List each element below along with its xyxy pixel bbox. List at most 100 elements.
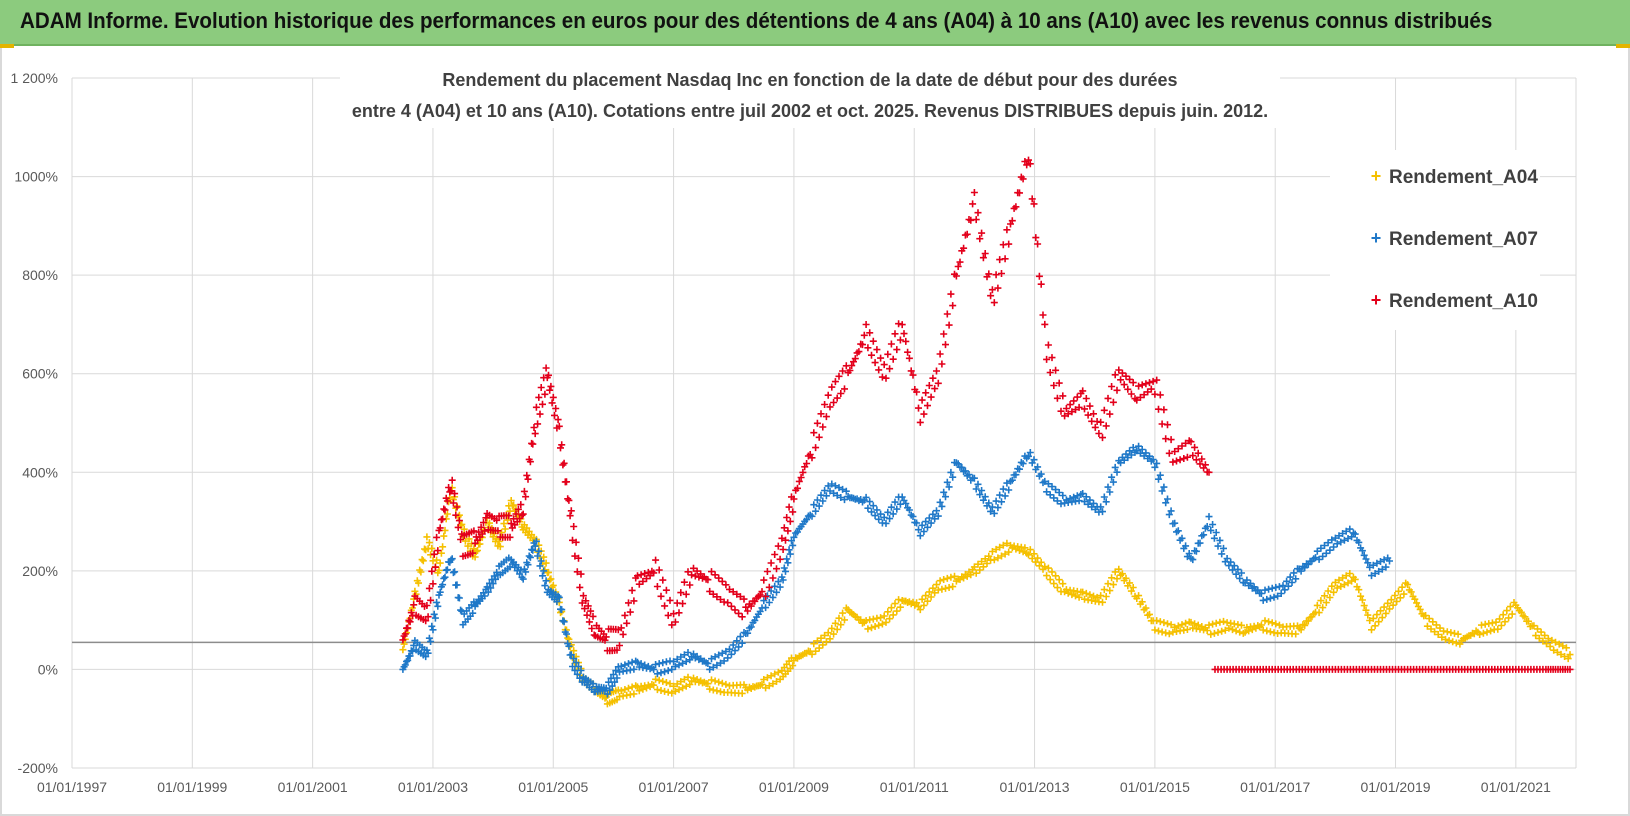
rendement-a04-point [546, 576, 554, 584]
rendement-a07-point [1111, 463, 1119, 471]
rendement-a07-point [565, 642, 573, 650]
rendement-a10-point [933, 367, 940, 375]
rendement-a04-point [877, 614, 885, 622]
y-tick-label: 600% [22, 366, 58, 382]
rendement-a04-point [495, 538, 503, 545]
rendement-a10-point [530, 424, 538, 431]
rendement-a07-point [525, 552, 533, 560]
rendement-a04-point [830, 630, 838, 638]
rendement-a10-point [519, 510, 527, 518]
rendement-a04-point [708, 676, 715, 684]
rendement-a10-point [448, 476, 456, 484]
rendement-a07-point [671, 663, 679, 671]
rendement-a10-point [875, 366, 883, 374]
rendement-a10-point [405, 616, 413, 624]
legend-label-a10: Rendement_A10 [1389, 291, 1538, 312]
rendement-a04-point [1326, 594, 1334, 601]
rendement-a10-point [616, 642, 623, 649]
rendement-a04-point [1380, 603, 1388, 611]
rendement-a04-point [1025, 551, 1032, 559]
rendement-a07-point [949, 473, 957, 481]
rendement-a10-point [601, 636, 609, 644]
rendement-a04-point [1503, 607, 1511, 615]
rendement-a10-point [711, 571, 719, 579]
rendement-a04-point [1203, 627, 1211, 634]
rendement-a10-point [1162, 435, 1170, 443]
rendement-a10-point [724, 599, 732, 607]
rendement-a07-point [776, 583, 784, 591]
rendement-a10-point [738, 613, 746, 621]
rendement-a07-point [916, 532, 924, 540]
rendement-a10-point [635, 580, 643, 588]
rendement-a10-point [976, 235, 984, 243]
rendement-a07-point [1109, 478, 1117, 486]
rendement-a07-point [961, 467, 969, 475]
rendement-a10-point [1062, 405, 1070, 412]
rendement-a10-point [1003, 226, 1011, 234]
rendement-a07-point [577, 667, 585, 674]
rendement-a10-point [896, 336, 904, 344]
rendement-a10-point [670, 610, 678, 618]
rendement-a04-point [1082, 589, 1090, 597]
rendement-a10-point [824, 391, 832, 399]
x-tick-label: 01/01/2013 [1000, 779, 1070, 795]
rendement-a10-point [1180, 455, 1188, 462]
rendement-a04-point [435, 566, 443, 574]
rendement-a04-point [498, 529, 505, 536]
rendement-a10-point [565, 496, 573, 504]
rendement-a04-point [1396, 594, 1404, 602]
rendement-a10-point [566, 512, 574, 520]
rendement-a10-point [537, 384, 545, 391]
rendement-a07-point [773, 588, 780, 596]
rendement-a04-point [1508, 610, 1516, 618]
rendement-a04-point [1261, 617, 1269, 625]
rendement-a07-point [1378, 565, 1386, 573]
rendement-a10-point [583, 611, 591, 619]
rendement-a07-point [441, 573, 449, 581]
rendement-a10-point [637, 571, 645, 579]
rendement-a07-point [447, 556, 455, 564]
rendement-a07-point [1142, 449, 1150, 457]
rendement-a04-point [1030, 550, 1038, 558]
rendement-a04-point [1108, 574, 1116, 582]
rendement-a04-point [1407, 588, 1415, 596]
rendement-a10-point [585, 618, 593, 626]
rendement-a10-point [774, 542, 782, 550]
rendement-a04-point [864, 625, 872, 633]
rendement-a07-point [927, 519, 935, 527]
rendement-a10-point [571, 552, 579, 560]
rendement-a04-point [822, 638, 830, 646]
rendement-a04-point [1153, 617, 1161, 625]
rendement-a07-point [427, 638, 435, 645]
rendement-a10-point [767, 559, 775, 567]
rendement-a04-point [983, 560, 991, 567]
rendement-a10-point [1138, 381, 1146, 389]
rendement-a10-point [1023, 161, 1031, 169]
rendement-a10-point [877, 354, 885, 362]
rendement-a07-point [529, 546, 537, 554]
rendement-a10-point [898, 321, 906, 329]
rendement-a10-point [771, 551, 779, 558]
rendement-a10-point [579, 592, 587, 600]
rendement-a07-point [469, 609, 477, 617]
rendement-a04-point [1191, 620, 1199, 628]
rendement-a10-point [1086, 402, 1094, 410]
rendement-a04-point [1492, 618, 1500, 626]
rendement-a04-point [1425, 615, 1433, 623]
rendement-a04-point [1241, 628, 1249, 636]
rendement-a04-point [773, 678, 780, 685]
rendement-a04-point [1521, 613, 1529, 621]
x-tick-label: 01/01/2001 [278, 779, 348, 795]
rendement-a07-point [1360, 551, 1368, 559]
rendement-a07-point [790, 533, 798, 541]
rendement-a10-point [769, 574, 777, 582]
y-tick-label: -200% [18, 760, 58, 776]
rendement-a04-point [621, 686, 629, 693]
rendement-a07-point [1178, 534, 1186, 542]
banner-corner-left [0, 44, 14, 48]
rendement-a10-point [833, 394, 841, 402]
rendement-a07-point [762, 604, 770, 612]
page-title: ADAM Informe. Evolution historique des p… [20, 8, 1493, 33]
rendement-a10-point [630, 597, 638, 605]
rendement-a07-point [1277, 590, 1285, 597]
